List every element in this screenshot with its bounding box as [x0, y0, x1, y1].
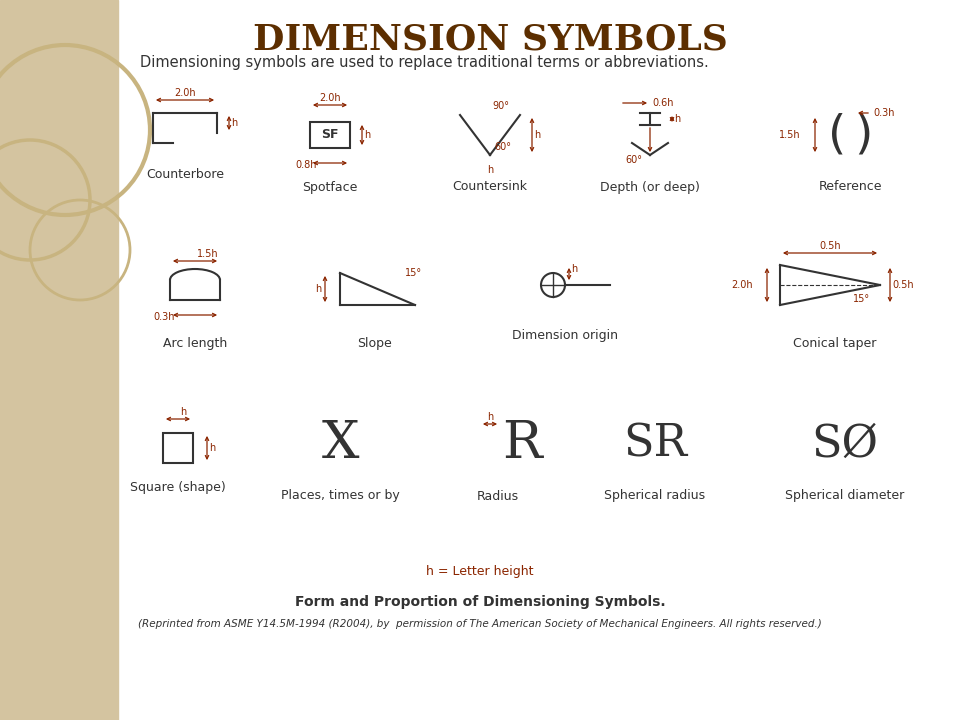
- Text: Reference: Reference: [818, 181, 881, 194]
- Text: X: X: [322, 418, 359, 469]
- Text: (Reprinted from ASME Y14.5M-1994 (R2004), by  permission of The American Society: (Reprinted from ASME Y14.5M-1994 (R2004)…: [138, 619, 822, 629]
- Text: Spherical diameter: Spherical diameter: [785, 490, 904, 503]
- Text: 0.6h: 0.6h: [652, 98, 674, 108]
- Text: h: h: [209, 443, 215, 453]
- Text: 1.5h: 1.5h: [197, 249, 219, 259]
- Text: h = Letter height: h = Letter height: [426, 565, 534, 578]
- Text: R: R: [502, 418, 541, 469]
- Text: Counterbore: Counterbore: [146, 168, 224, 181]
- Text: Countersink: Countersink: [452, 181, 527, 194]
- Text: 0.3h: 0.3h: [153, 312, 175, 322]
- Text: Radius: Radius: [477, 490, 519, 503]
- Text: SR: SR: [623, 423, 687, 466]
- Text: 2.0h: 2.0h: [174, 88, 196, 98]
- Text: Spotface: Spotface: [302, 181, 358, 194]
- Text: 0.5h: 0.5h: [819, 241, 841, 251]
- Text: h: h: [571, 264, 577, 274]
- Bar: [310, 122, 350, 148]
- Text: 15°: 15°: [405, 268, 422, 278]
- Text: 2.0h: 2.0h: [732, 280, 753, 290]
- Text: h: h: [364, 130, 371, 140]
- Text: h: h: [487, 165, 493, 175]
- Bar: [163, 433, 193, 463]
- Text: h: h: [231, 118, 237, 128]
- Text: DIMENSION SYMBOLS: DIMENSION SYMBOLS: [252, 22, 728, 56]
- Text: 0.8h: 0.8h: [295, 160, 317, 170]
- Bar: [0, 0, 118, 720]
- Text: (: (: [828, 112, 846, 158]
- Text: 15°: 15°: [853, 294, 870, 304]
- Text: Dimensioning symbols are used to replace traditional terms or abbreviations.: Dimensioning symbols are used to replace…: [140, 55, 708, 70]
- Text: Arc length: Arc length: [163, 336, 228, 349]
- Text: h: h: [534, 130, 540, 140]
- Text: SØ: SØ: [811, 423, 878, 466]
- Text: SF: SF: [322, 128, 339, 142]
- Text: 60°: 60°: [494, 142, 511, 152]
- Text: 2.0h: 2.0h: [319, 93, 341, 103]
- Text: Dimension origin: Dimension origin: [512, 328, 618, 341]
- Text: h: h: [487, 412, 493, 422]
- Text: ): ): [853, 112, 873, 158]
- Text: Form and Proportion of Dimensioning Symbols.: Form and Proportion of Dimensioning Symb…: [295, 595, 665, 609]
- Text: h: h: [315, 284, 321, 294]
- Text: 0.5h: 0.5h: [892, 280, 914, 290]
- Text: 1.5h: 1.5h: [780, 130, 801, 140]
- Text: Spherical radius: Spherical radius: [605, 490, 706, 503]
- Text: Square (shape): Square (shape): [131, 482, 226, 495]
- Text: h: h: [674, 114, 681, 124]
- Text: 90°: 90°: [492, 101, 509, 111]
- Text: Places, times or by: Places, times or by: [280, 490, 399, 503]
- Text: Slope: Slope: [358, 336, 393, 349]
- Text: 60°: 60°: [625, 155, 642, 165]
- Text: Depth (or deep): Depth (or deep): [600, 181, 700, 194]
- Text: Conical taper: Conical taper: [793, 336, 876, 349]
- Text: 0.3h: 0.3h: [873, 108, 895, 118]
- Text: h: h: [180, 407, 186, 417]
